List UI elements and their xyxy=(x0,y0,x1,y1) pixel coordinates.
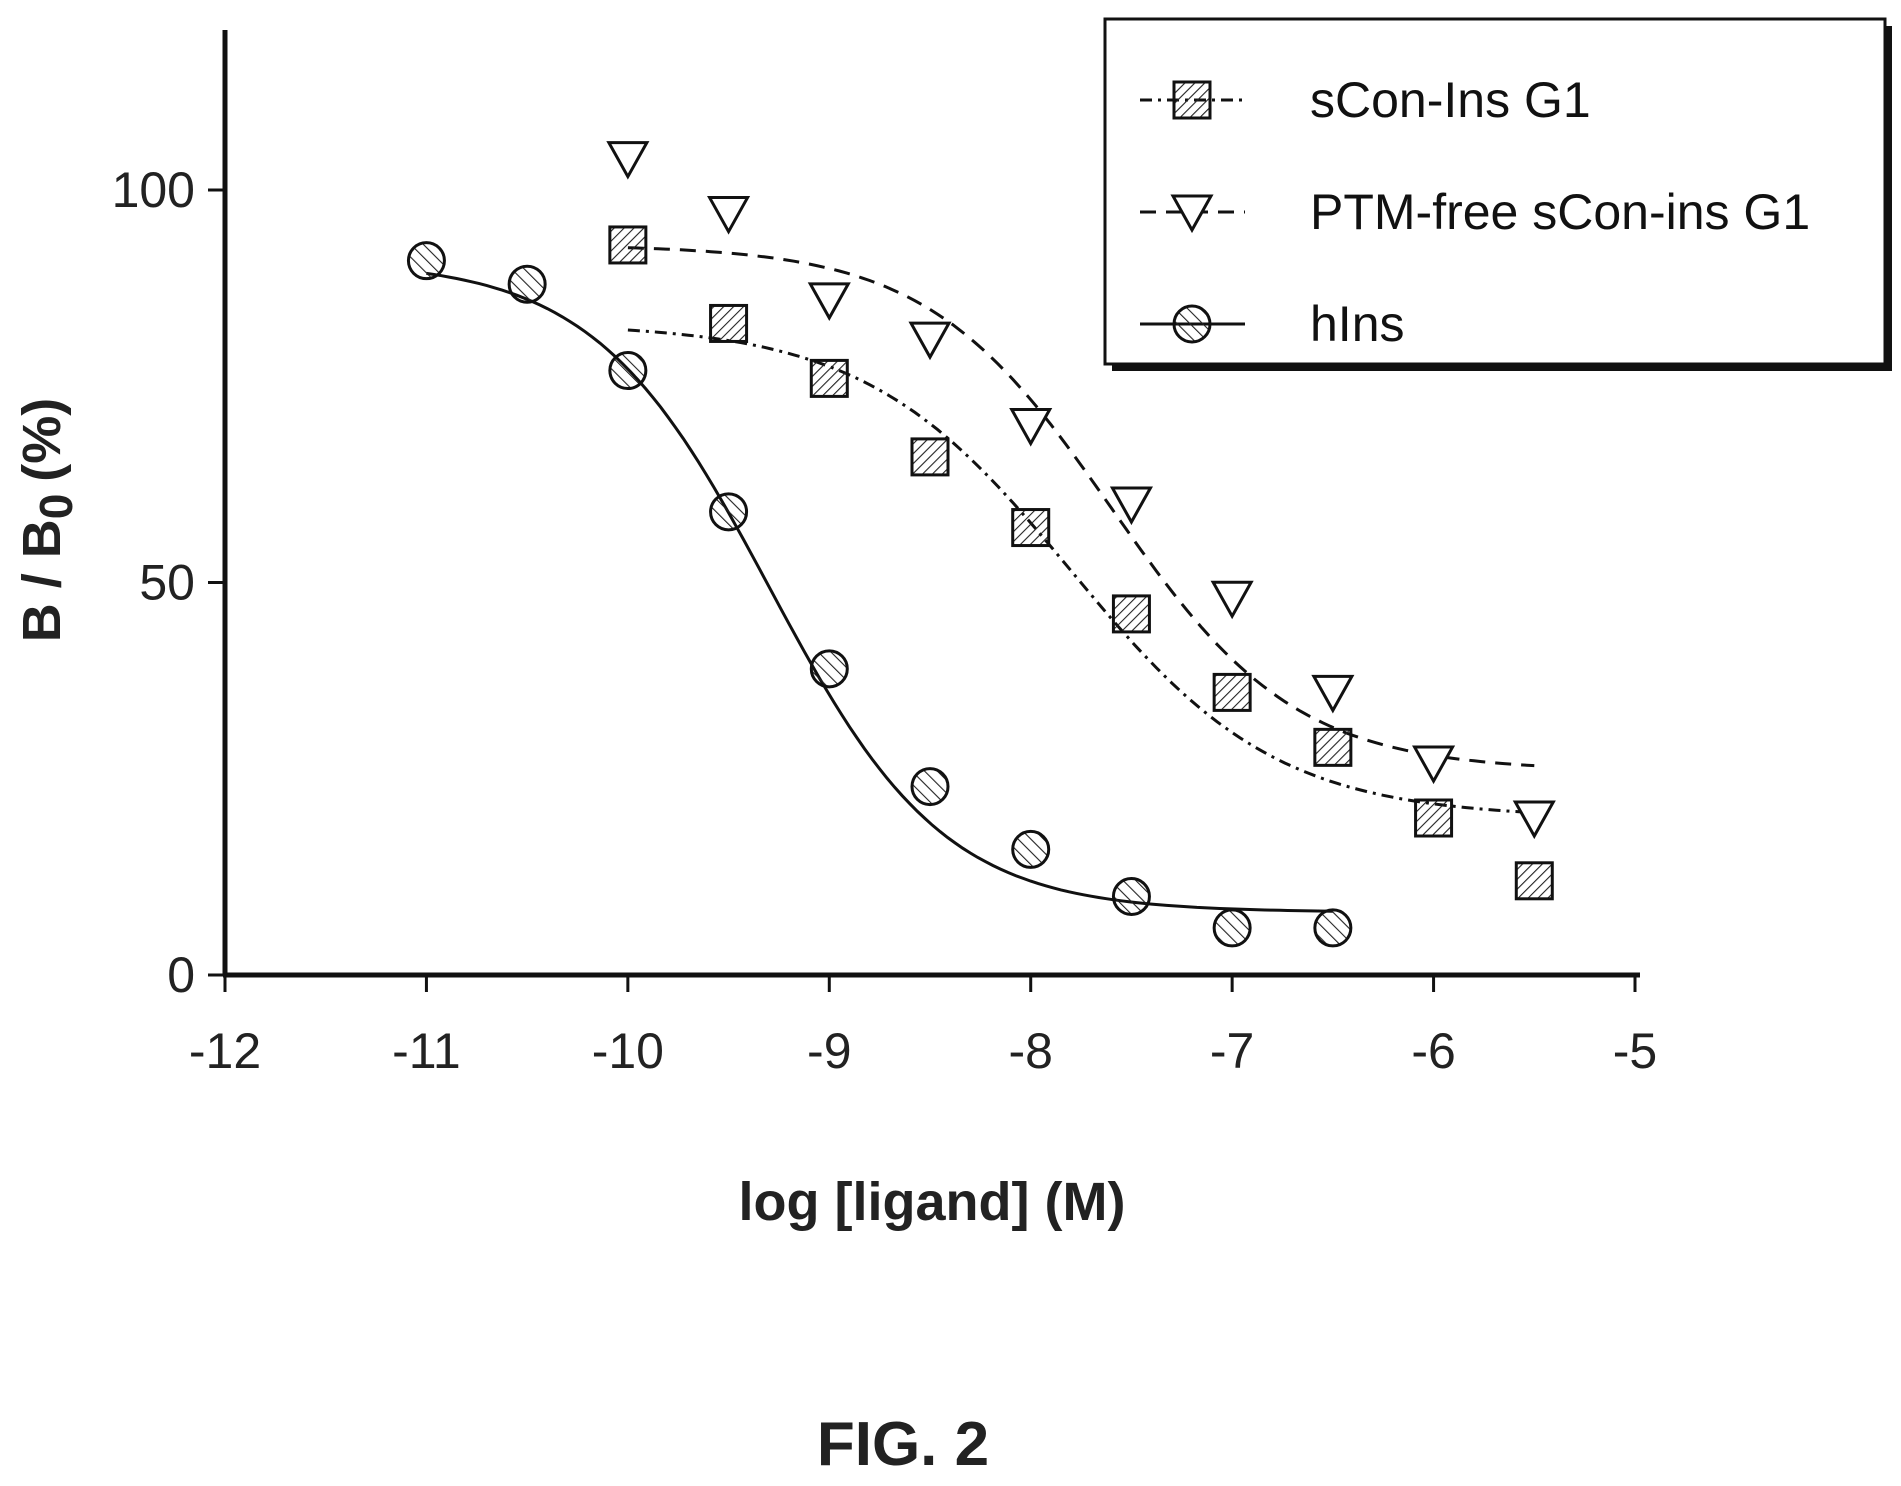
legend-marker-square xyxy=(1172,80,1212,120)
data-point-square xyxy=(1011,508,1051,548)
legend-marker-circle xyxy=(1172,304,1212,344)
data-point-circle xyxy=(910,767,950,807)
data-point-square xyxy=(809,358,849,398)
data-point-triangle-down xyxy=(1210,580,1254,620)
data-point-square xyxy=(608,225,648,265)
data-point-circle xyxy=(406,241,446,281)
y-axis-title: B / B0 (%) xyxy=(12,398,82,643)
data-point-triangle-down xyxy=(707,196,751,235)
data-point-square xyxy=(709,303,749,343)
data-point-square xyxy=(1111,594,1151,634)
data-point-circle xyxy=(507,264,547,304)
data-point-triangle-down xyxy=(1512,800,1556,840)
data-point-circle xyxy=(1011,829,1051,869)
legend-label: hIns xyxy=(1310,296,1405,352)
legend-items: sCon-Ins G1 PTM-free sCon-ins G1 hIns xyxy=(1140,72,1810,352)
fit-curves xyxy=(426,246,1535,913)
x-tick-label: -9 xyxy=(807,1023,851,1079)
figure-caption: FIG. 2 xyxy=(817,1410,989,1479)
legend-box xyxy=(1103,17,1887,366)
data-point-triangle-down xyxy=(606,141,650,180)
fit-curve-triangle-down xyxy=(627,246,1535,768)
data-point-circle xyxy=(608,351,648,391)
data-point-circle xyxy=(809,649,849,689)
data-point-square xyxy=(1313,727,1353,767)
data-point-triangle-down xyxy=(1412,745,1456,785)
x-tick-label: -10 xyxy=(592,1023,664,1079)
data-point-circle xyxy=(1313,908,1353,948)
y-axis-title-unit: (%) xyxy=(12,398,72,482)
y-tick-label: 100 xyxy=(112,162,195,218)
data-point-circle xyxy=(1212,908,1252,948)
legend-label: sCon-Ins G1 xyxy=(1310,72,1591,128)
data-point-square xyxy=(1414,798,1454,838)
y-ticks: 0 50 100 xyxy=(112,162,225,1003)
plot-axes: -12 -11 -10 -9 -8 -7 -6 -5 0 50 100 xyxy=(112,30,1657,1079)
data-point-square xyxy=(910,437,950,477)
legend-label: PTM-free sCon-ins G1 xyxy=(1310,184,1810,240)
x-tick-label: -5 xyxy=(1613,1023,1657,1079)
data-point-triangle-down xyxy=(807,282,851,321)
data-point-triangle-down xyxy=(1311,674,1355,714)
legend-marker-triangle-down xyxy=(1170,194,1214,234)
data-point-square xyxy=(1212,672,1252,712)
y-tick-label: 50 xyxy=(139,555,195,611)
data-point-square xyxy=(1514,861,1554,901)
x-tick-label: -11 xyxy=(392,1023,461,1079)
x-tick-label: -12 xyxy=(189,1023,261,1079)
data-point-triangle-down xyxy=(1109,486,1153,526)
fit-curve-circle xyxy=(426,271,1333,913)
data-point-circle xyxy=(709,492,749,532)
data-point-circle xyxy=(1111,877,1151,916)
fit-curve-square xyxy=(627,328,1535,815)
x-tick-label: -6 xyxy=(1411,1023,1455,1079)
x-ticks: -12 -11 -10 -9 -8 -7 -6 -5 xyxy=(189,975,1657,1079)
x-tick-label: -8 xyxy=(1008,1023,1052,1079)
x-axis-title: log [ligand] (M) xyxy=(739,1172,1126,1232)
x-tick-label: -7 xyxy=(1210,1023,1254,1079)
data-point-triangle-down xyxy=(1009,408,1053,447)
y-axis-title-sub: 0 xyxy=(30,494,82,520)
data-points xyxy=(406,141,1556,948)
y-tick-label: 0 xyxy=(167,947,195,1003)
y-axis-title-main: B / B xyxy=(12,519,72,642)
data-point-triangle-down xyxy=(908,321,952,361)
legend: sCon-Ins G1 PTM-free sCon-ins G1 hIns xyxy=(1103,17,1892,371)
